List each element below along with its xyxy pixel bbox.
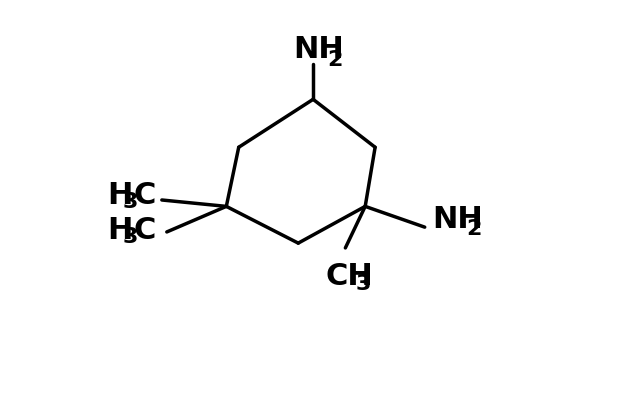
Text: 3: 3 [122,192,138,212]
Text: NH: NH [432,205,483,234]
Text: 3: 3 [122,227,138,247]
Text: H: H [108,181,132,210]
Text: 2: 2 [466,219,481,239]
Text: H: H [108,216,132,245]
Text: CH: CH [326,262,373,291]
Text: NH: NH [293,35,344,64]
Text: C: C [133,216,156,245]
Text: 3: 3 [355,274,371,294]
Text: 2: 2 [327,50,342,70]
Text: C: C [133,181,156,210]
